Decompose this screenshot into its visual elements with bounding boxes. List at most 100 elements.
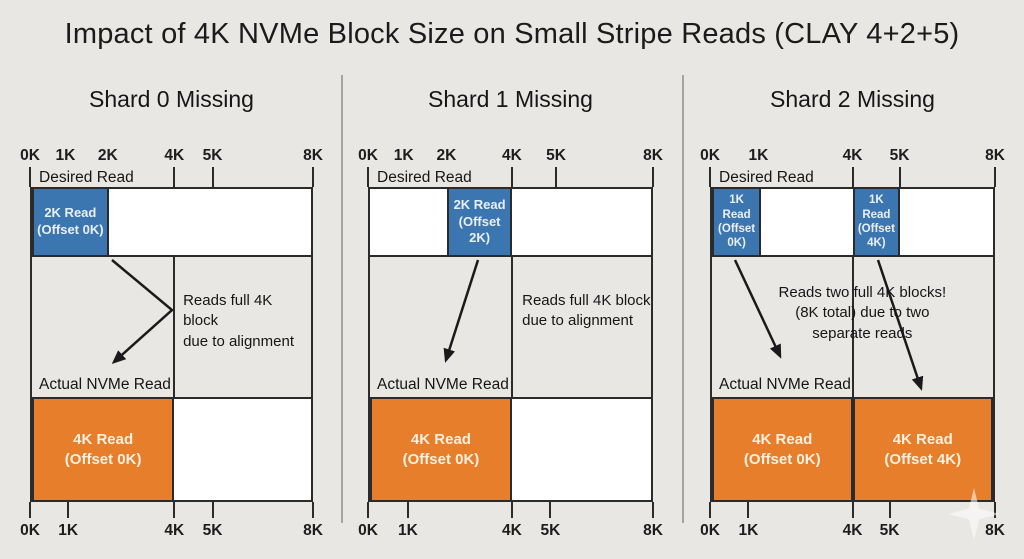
- annotation-text: Reads two full 4K blocks! (8K total) due…: [778, 284, 947, 342]
- axis-tick: [898, 167, 901, 187]
- block-boundary-line: [851, 257, 854, 397]
- actual-nvme-read-label: Actual NVMe Read: [39, 376, 171, 393]
- axis-tick-label: 1K: [55, 147, 76, 164]
- axis-tick: [994, 167, 996, 187]
- actual-read-block: 4K Read (Offset 0K): [370, 397, 512, 502]
- panel-header: Shard 2 Missing: [770, 86, 935, 112]
- axis-tick: [652, 502, 654, 518]
- axis-tick: [367, 502, 369, 518]
- axis-tick-label: 4K: [164, 522, 185, 539]
- axis-tick: [851, 167, 854, 187]
- desired-read-bar: 2K Read (Offset 2K): [368, 187, 653, 257]
- desired-read-label: Desired Read: [719, 169, 814, 186]
- axis-tick-label: 0K: [358, 147, 378, 164]
- axis-tick: [747, 502, 750, 518]
- axis-tick-label: 4K: [842, 147, 863, 164]
- axis-tick: [312, 502, 314, 518]
- axis-tick: [652, 167, 654, 187]
- top-tick-row: Desired Read: [709, 165, 996, 187]
- axis-tick: [211, 167, 214, 187]
- axis-tick-label: 5K: [879, 522, 900, 539]
- axis-tick: [709, 167, 711, 187]
- top-axis: 0K 1K 4K 5K 8K: [700, 140, 1005, 165]
- top-tick-row: Desired Read: [29, 165, 314, 187]
- axis-tick-label: 8K: [303, 147, 323, 164]
- desired-read-block: 2K Read (Offset 0K): [32, 187, 109, 257]
- axis-tick-label: 1K: [738, 522, 759, 539]
- middle-zone: Reads two full 4K blocks! (8K total) due…: [710, 257, 995, 397]
- axis-tick: [29, 167, 31, 187]
- axis-tick-label: 5K: [202, 147, 223, 164]
- axis-tick-label: 8K: [643, 147, 663, 164]
- axis-tick: [211, 502, 214, 518]
- desired-read-label: Desired Read: [39, 169, 134, 186]
- panel-shard-2-missing: Shard 2 Missing 0K 1K 4K 5K 8K Desired Read …: [700, 82, 1005, 544]
- desired-read-block: 1K Read (Offset 0K): [712, 187, 762, 257]
- axis-tick-label: 4K: [842, 522, 863, 539]
- axis-tick-label: 2K: [436, 147, 457, 164]
- arrow-line: [876, 259, 924, 391]
- top-tick-row: Desired Read: [367, 165, 654, 187]
- axis-tick: [510, 167, 513, 187]
- panel-shard-0-missing: Shard 0 Missing 0K 1K 2K 4K 5K 8K Desired Rea…: [20, 82, 323, 544]
- pointer-arrows: [443, 259, 480, 363]
- actual-read-block: 4K Read (Offset 4K): [852, 397, 993, 502]
- slide-title: Impact of 4K NVMe Block Size on Small St…: [64, 18, 960, 50]
- axis-tick-label: 5K: [889, 147, 910, 164]
- axis-tick-label: 8K: [985, 147, 1005, 164]
- axis-tick: [406, 502, 409, 518]
- bottom-tick-row: [29, 502, 314, 518]
- axis-tick: [994, 502, 996, 518]
- axis-tick-label: 8K: [985, 522, 1005, 539]
- desired-read-label: Desired Read: [377, 169, 472, 186]
- actual-nvme-read-label: Actual NVMe Read: [719, 376, 851, 393]
- axis-tick-label: 5K: [202, 522, 223, 539]
- axis-tick: [851, 502, 854, 518]
- axis-tick-label: 0K: [358, 522, 378, 539]
- axis-tick-label: 1K: [58, 522, 79, 539]
- axis-tick: [549, 502, 552, 518]
- actual-read-bar: 4K Read (Offset 0K): [30, 397, 313, 502]
- arrow-line: [111, 259, 174, 365]
- axis-tick-label: 0K: [700, 147, 720, 164]
- actual-read-bar: 4K Read (Offset 0K): [368, 397, 653, 502]
- bottom-axis: 0K 1K 4K 5K 8K: [20, 518, 323, 544]
- top-axis: 0K 1K 2K 4K 5K 8K: [358, 140, 663, 165]
- annotation-text: Reads full 4K block due to alignment: [522, 292, 651, 330]
- arrow-line: [443, 259, 480, 363]
- axis-tick-label: 0K: [20, 522, 40, 539]
- top-axis: 0K 1K 2K 4K 5K 8K: [20, 140, 323, 165]
- desired-read-bar: 1K Read (Offset 0K) 1K Read (Offset 4K): [710, 187, 995, 257]
- axis-tick-label: 5K: [540, 522, 561, 539]
- bottom-axis: 0K 1K 4K 5K 8K: [700, 518, 1005, 544]
- panel-header: Shard 0 Missing: [89, 86, 254, 112]
- axis-tick: [312, 167, 314, 187]
- bottom-axis: 0K 1K 4K 5K 8K: [358, 518, 663, 544]
- panel-shard-1-missing: Shard 1 Missing 0K 1K 2K 4K 5K 8K Desired Rea…: [358, 82, 663, 544]
- desired-read-block: 1K Read (Offset 4K): [852, 187, 901, 257]
- desired-read-bar: 2K Read (Offset 0K): [30, 187, 313, 257]
- panel-divider-1: [341, 75, 343, 523]
- axis-tick-label: 4K: [502, 522, 522, 539]
- bottom-tick-row: [367, 502, 654, 518]
- axis-tick-label: 2K: [97, 147, 118, 164]
- bottom-tick-row: [709, 502, 996, 518]
- axis-tick-label: 5K: [546, 147, 567, 164]
- axis-tick-label: 1K: [397, 522, 418, 539]
- actual-nvme-read-label: Actual NVMe Read: [377, 376, 509, 393]
- annotation-text: Reads full 4K block due to alignment: [183, 292, 294, 350]
- axis-tick-label: 8K: [643, 522, 663, 539]
- panel-header: Shard 1 Missing: [428, 86, 593, 112]
- axis-tick: [367, 167, 369, 187]
- pointer-arrows: [733, 259, 924, 391]
- axis-tick: [888, 502, 891, 518]
- middle-zone: Reads full 4K block due to alignment Act…: [30, 257, 313, 397]
- axis-tick-label: 0K: [700, 522, 720, 539]
- axis-tick-label: 1K: [393, 147, 414, 164]
- desired-read-block: 2K Read (Offset 2K): [447, 187, 512, 257]
- axis-tick-label: 4K: [164, 147, 185, 164]
- middle-zone: Reads full 4K block due to alignment Act…: [368, 257, 653, 397]
- actual-read-bar: 4K Read (Offset 0K) 4K Read (Offset 4K): [710, 397, 995, 502]
- axis-tick: [67, 502, 70, 518]
